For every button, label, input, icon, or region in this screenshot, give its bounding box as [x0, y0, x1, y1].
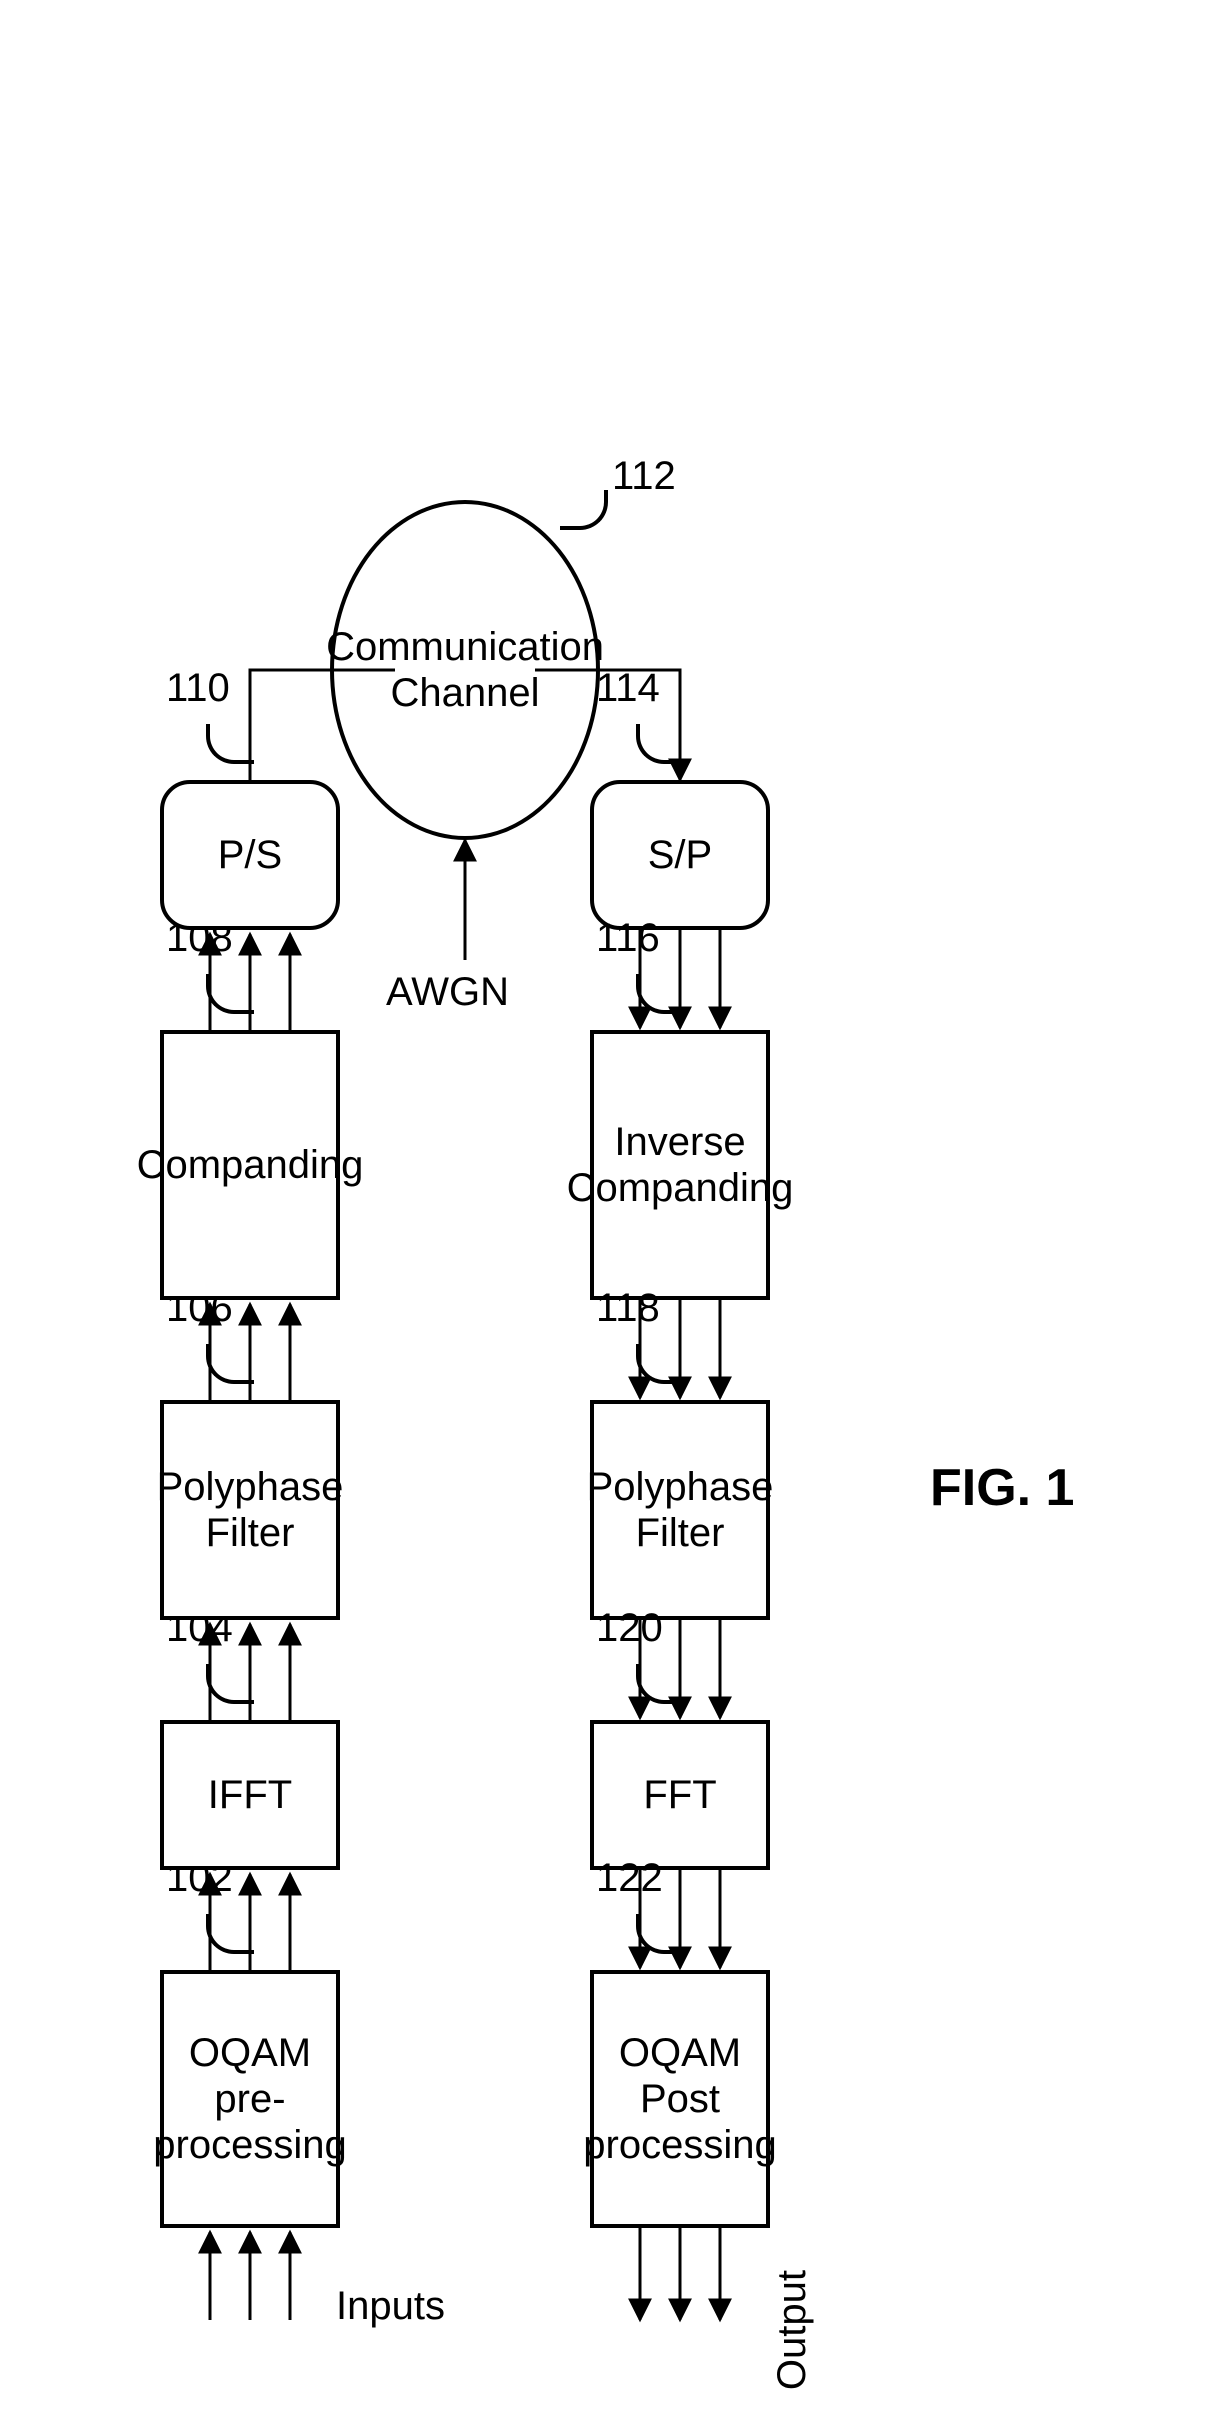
block-fft: FFT	[590, 1720, 770, 1870]
ref-114: 114	[596, 666, 660, 710]
ref-tick-122	[636, 1914, 684, 1954]
ref-tick-114	[636, 724, 684, 764]
block-sp: S/P	[590, 780, 770, 930]
block-fft-label: FFT	[643, 1772, 716, 1818]
ref-tick-104	[206, 1664, 254, 1704]
block-channel: CommunicationChannel	[330, 500, 600, 840]
ref-tick-102	[206, 1914, 254, 1954]
block-ps-label: P/S	[218, 832, 282, 878]
ref-122: 122	[596, 1856, 663, 1900]
block-ifft-label: IFFT	[208, 1772, 292, 1818]
ref-116: 116	[596, 916, 660, 960]
ref-118: 118	[596, 1286, 660, 1330]
block-oqam-pre-label: OQAM pre-processing	[153, 2030, 346, 2168]
ref-110: 110	[166, 666, 230, 710]
ref-tick-106	[206, 1344, 254, 1384]
block-inverse-companding-label: InverseCompanding	[567, 1119, 794, 1211]
inputs-label: Inputs	[336, 2284, 445, 2328]
block-polyphase-rx-label: PolyphaseFilter	[587, 1464, 774, 1556]
block-oqam-pre: OQAM pre-processing	[160, 1970, 340, 2228]
ref-120: 120	[596, 1606, 663, 1650]
block-channel-label: CommunicationChannel	[326, 624, 604, 716]
block-ps: P/S	[160, 780, 340, 930]
ref-tick-110	[206, 724, 254, 764]
block-polyphase-tx-label: PolyphaseFilter	[157, 1464, 344, 1556]
block-ifft: IFFT	[160, 1720, 340, 1870]
block-oqam-post: OQAM Postprocessing	[590, 1970, 770, 2228]
ref-tick-118	[636, 1344, 684, 1384]
ref-112: 112	[612, 454, 676, 498]
block-polyphase-tx: PolyphaseFilter	[160, 1400, 340, 1620]
block-oqam-post-label: OQAM Postprocessing	[583, 2030, 776, 2168]
awgn-label: AWGN	[386, 970, 509, 1014]
block-companding: Companding	[160, 1030, 340, 1300]
figure-label: FIG. 1	[930, 1460, 1074, 1517]
block-sp-label: S/P	[648, 832, 712, 878]
ref-tick-108	[206, 974, 254, 1014]
block-companding-label: Companding	[137, 1142, 364, 1188]
ref-tick-112	[560, 490, 608, 530]
ref-tick-116	[636, 974, 684, 1014]
block-polyphase-rx: PolyphaseFilter	[590, 1400, 770, 1620]
ref-tick-120	[636, 1664, 684, 1704]
block-inverse-companding: InverseCompanding	[590, 1030, 770, 1300]
output-label: Output	[770, 2270, 814, 2390]
figure-canvas: OQAM pre-processing 102 IFFT 104 Polypha…	[0, 0, 1217, 2422]
